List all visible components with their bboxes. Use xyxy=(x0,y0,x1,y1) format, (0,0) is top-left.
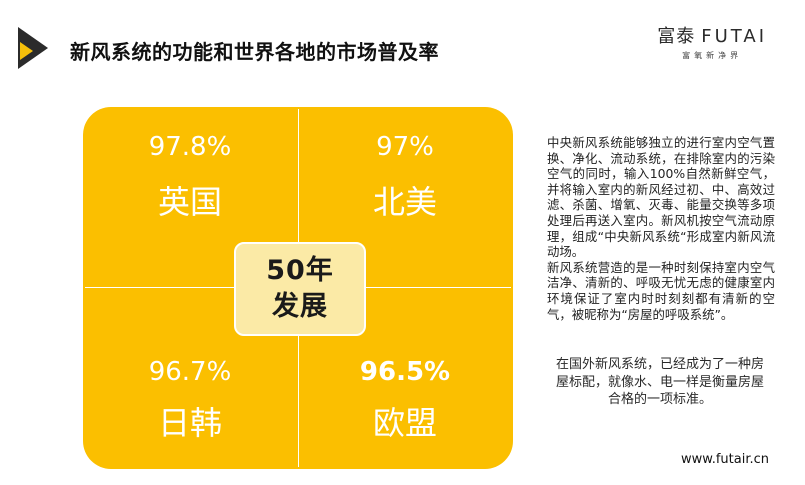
center-label-line2: 发展 xyxy=(272,291,328,322)
brand-name: 富泰 FUTAI xyxy=(657,22,767,48)
quadrant-north-america-percent: 97% xyxy=(376,132,434,162)
market-penetration-panel: 97.8% 英国 97% 北美 96.7% 日韩 96.5% 欧盟 50年 发展 xyxy=(83,107,513,469)
logo-accent-triangle-icon xyxy=(20,42,33,60)
brand-tagline: 富氧新净界 xyxy=(682,51,743,60)
quadrant-eu-region: 欧盟 xyxy=(372,404,437,442)
brand-logo: 富泰 FUTAI 富氧新净界 xyxy=(657,22,767,61)
quadrant-uk-region: 英国 xyxy=(157,183,222,221)
center-label-line1: 50年 xyxy=(266,255,334,286)
quadrant-uk: 97.8% 英国 xyxy=(90,132,290,220)
website-url: www.futair.cn xyxy=(681,452,769,467)
quadrant-eu: 96.5% 欧盟 xyxy=(305,357,505,441)
summary-paragraph: 在国外新风系统，已经成为了一种房屋标配，就像水、电一样是衡量房屋合格的一项标准。 xyxy=(555,357,764,407)
quadrant-eu-percent: 96.5% xyxy=(359,357,451,387)
page-title: 新风系统的功能和世界各地的市场普及率 xyxy=(70,40,439,64)
quadrant-japan-korea-region: 日韩 xyxy=(157,404,222,442)
quadrant-north-america-region: 北美 xyxy=(372,183,437,221)
quadrant-japan-korea: 96.7% 日韩 xyxy=(90,357,290,441)
brand-name-en: FUTAI xyxy=(701,26,767,47)
quadrant-japan-korea-percent: 96.7% xyxy=(148,357,232,387)
quadrant-north-america: 97% 北美 xyxy=(305,132,505,220)
brand-name-cn: 富泰 xyxy=(657,26,696,47)
quadrant-uk-percent: 97.8% xyxy=(148,132,232,162)
center-label-box: 50年 发展 xyxy=(234,242,366,336)
description-paragraph: 中央新风系统能够独立的进行室内空气置换、净化、流动系统，在排除室内的污染空气的同… xyxy=(547,135,775,322)
